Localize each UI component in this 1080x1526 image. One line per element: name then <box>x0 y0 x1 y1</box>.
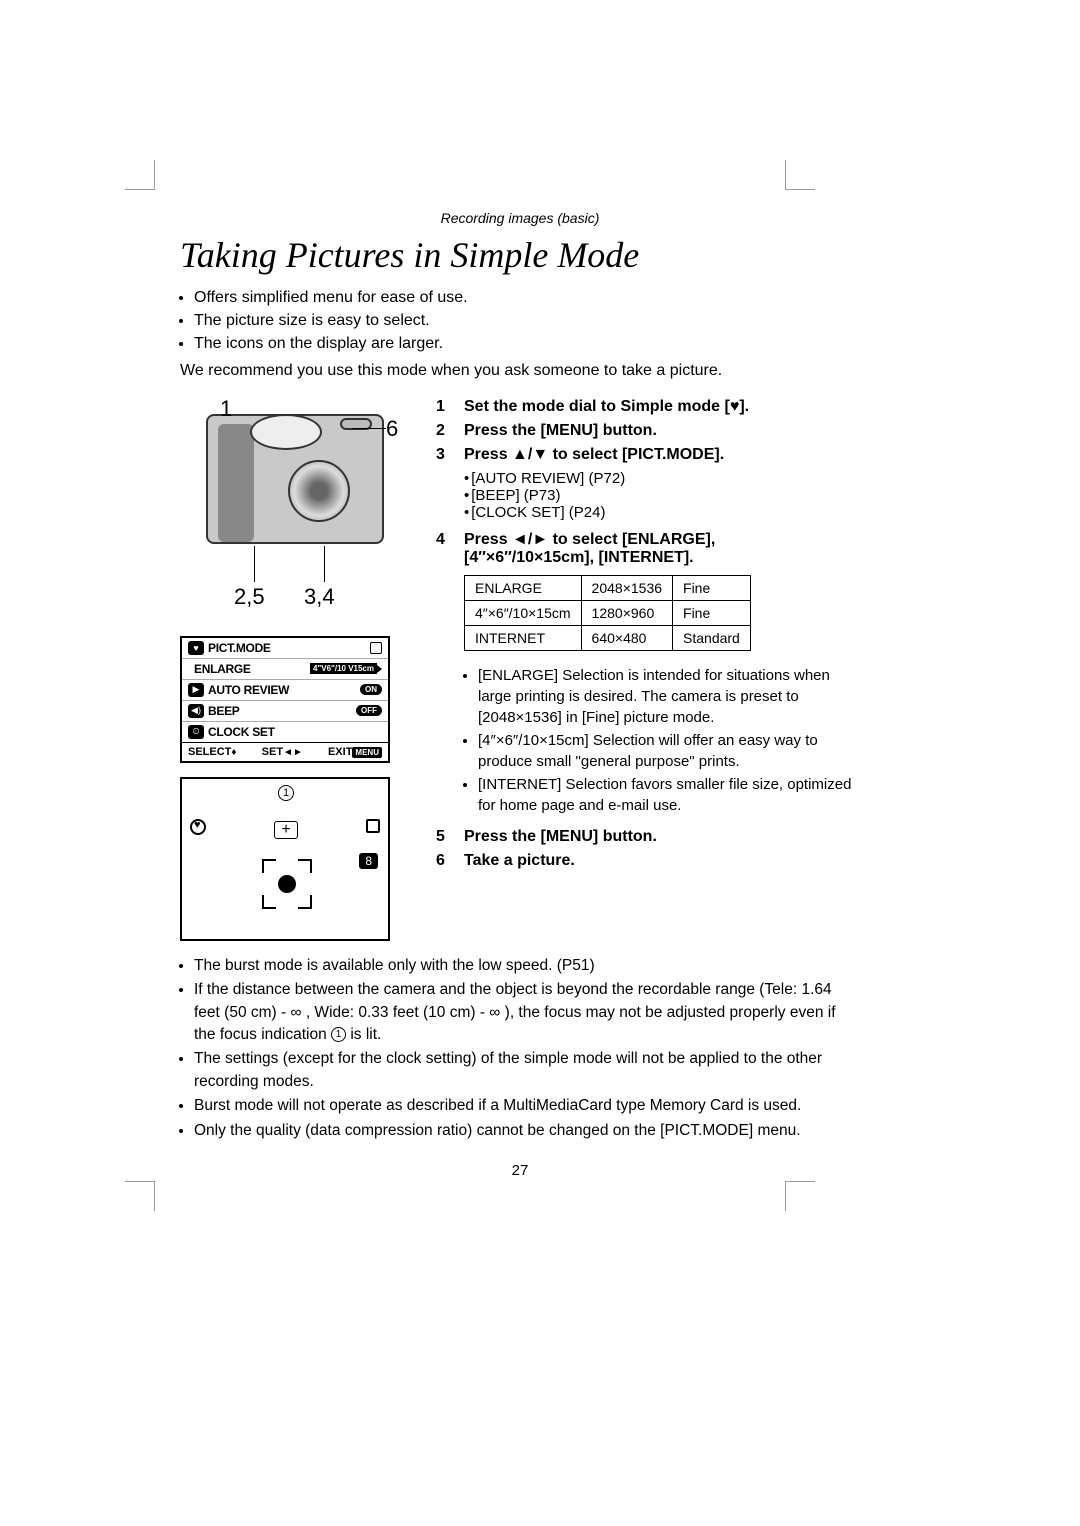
step-number: 1 <box>436 398 464 416</box>
table-cell: INTERNET <box>465 625 582 650</box>
menu-label: BEEP <box>208 704 356 718</box>
explain-item: [4″×6″/10×15cm] Selection will offer an … <box>478 730 860 772</box>
callout-line <box>352 428 386 429</box>
step-number: 4 <box>436 531 464 567</box>
menu-value: 4"V6"/10 V15cm <box>310 663 377 674</box>
camera-mode-dial <box>250 414 322 450</box>
intro-list: Offers simplified menu for ease of use. … <box>180 286 860 356</box>
circled-1-icon: 1 <box>331 1027 346 1042</box>
card-icon <box>370 642 382 654</box>
menu-label: ENLARGE <box>188 662 310 676</box>
footer-exit: EXITMENU <box>328 746 382 758</box>
card-icon <box>366 819 380 833</box>
table-cell: 1280×960 <box>581 600 672 625</box>
sub-item: [AUTO REVIEW] (P72) <box>464 470 860 487</box>
explain-item: [ENLARGE] Selection is intended for situ… <box>478 665 860 728</box>
callout-25: 2,5 <box>234 584 265 610</box>
menu-label: PICT.MODE <box>208 641 370 655</box>
on-pill: ON <box>360 684 382 695</box>
camera-illustration: 1 6 2,5 3,4 <box>180 398 410 618</box>
page-title: Taking Pictures in Simple Mode <box>180 234 860 276</box>
note-item: Burst mode will not operate as described… <box>194 1095 860 1117</box>
explain-list: [ENLARGE] Selection is intended for situ… <box>464 665 860 816</box>
callout-34: 3,4 <box>304 584 335 610</box>
explain-item: [INTERNET] Selection favors smaller file… <box>478 774 860 816</box>
table-cell: Fine <box>673 575 751 600</box>
step-6-text: Take a picture. <box>464 852 860 870</box>
table-cell: 2048×1536 <box>581 575 672 600</box>
sub-item: [BEEP] (P73) <box>464 487 860 504</box>
off-pill: OFF <box>356 705 382 716</box>
sub-item: [CLOCK SET] (P24) <box>464 504 860 521</box>
page-number: 27 <box>180 1162 860 1179</box>
step-4-text: Press ◄/► to select [ENLARGE], [4″×6″/10… <box>464 531 860 567</box>
menu-row-beep: ◀) BEEP OFF <box>182 701 388 722</box>
camera-lens <box>288 460 350 522</box>
step-number: 6 <box>436 852 464 870</box>
menu-row-clockset: ⏲ CLOCK SET <box>182 722 388 743</box>
step-number: 3 <box>436 446 464 464</box>
note-item: The burst mode is available only with th… <box>194 955 860 977</box>
step-1-text: Set the mode dial to Simple mode [♥]. <box>464 398 860 416</box>
step-3-subitems: [AUTO REVIEW] (P72) [BEEP] (P73) [CLOCK … <box>464 470 860 521</box>
page-content: Recording images (basic) Taking Pictures… <box>0 0 1080 1179</box>
left-column: 1 6 2,5 3,4 ♥ PICT.MODE ENLARGE 4"V6"/10… <box>180 398 410 941</box>
table-cell: Standard <box>673 625 751 650</box>
note-item: Only the quality (data compression ratio… <box>194 1120 860 1142</box>
crop-mark-tl <box>125 160 155 190</box>
steps-list: 1 Set the mode dial to Simple mode [♥]. … <box>436 398 860 567</box>
section-header: Recording images (basic) <box>180 210 860 226</box>
menu-row-enlarge: ENLARGE 4"V6"/10 V15cm <box>182 659 388 680</box>
footer-select: SELECT♦ <box>188 746 237 758</box>
table-cell: Fine <box>673 600 751 625</box>
review-icon: ▶ <box>188 683 204 697</box>
step-3-text: Press ▲/▼ to select [PICT.MODE]. <box>464 446 860 464</box>
note-item: If the distance between the camera and t… <box>194 979 860 1046</box>
table-row: ENLARGE 2048×1536 Fine <box>465 575 751 600</box>
target-icon: + <box>274 821 298 839</box>
screen-panel: 1 + 8 <box>180 777 390 941</box>
footer-set: SET◄► <box>262 746 303 758</box>
menu-row-pictmode: ♥ PICT.MODE <box>182 638 388 659</box>
intro-bullet: Offers simplified menu for ease of use. <box>194 286 860 309</box>
table-row: INTERNET 640×480 Standard <box>465 625 751 650</box>
speaker-icon: ◀) <box>188 704 204 718</box>
table-row: 4″×6″/10×15cm 1280×960 Fine <box>465 600 751 625</box>
intro-note: We recommend you use this mode when you … <box>180 362 860 380</box>
menu-label: AUTO REVIEW <box>208 683 360 697</box>
menu-label: CLOCK SET <box>208 725 382 739</box>
step-number: 2 <box>436 422 464 440</box>
callout-line <box>324 546 325 582</box>
camera-grip <box>218 424 254 542</box>
intro-bullet: The icons on the display are larger. <box>194 332 860 355</box>
intro-bullet: The picture size is easy to select. <box>194 309 860 332</box>
step-2-text: Press the [MENU] button. <box>464 422 860 440</box>
crop-mark-tr <box>785 160 815 190</box>
table-cell: 640×480 <box>581 625 672 650</box>
menu-footer: SELECT♦ SET◄► EXITMENU <box>182 743 388 761</box>
callout-1: 1 <box>220 396 232 422</box>
heart-icon: ♥ <box>188 641 204 655</box>
focus-dot-icon <box>278 875 296 893</box>
heart-icon <box>190 819 206 835</box>
right-column: 1 Set the mode dial to Simple mode [♥]. … <box>436 398 860 941</box>
focus-callout-1: 1 <box>278 785 294 801</box>
crop-mark-bl <box>125 1181 155 1211</box>
size-table: ENLARGE 2048×1536 Fine 4″×6″/10×15cm 128… <box>464 575 751 651</box>
menu-panel: ♥ PICT.MODE ENLARGE 4"V6"/10 V15cm ▶ AUT… <box>180 636 390 763</box>
crop-mark-br <box>785 1181 815 1211</box>
table-cell: ENLARGE <box>465 575 582 600</box>
callout-line <box>254 546 255 582</box>
clock-icon: ⏲ <box>188 725 204 739</box>
step-number: 5 <box>436 828 464 846</box>
table-cell: 4″×6″/10×15cm <box>465 600 582 625</box>
notes-list: The burst mode is available only with th… <box>180 955 860 1143</box>
callout-6: 6 <box>386 416 398 442</box>
step-5-text: Press the [MENU] button. <box>464 828 860 846</box>
arrow-right-icon <box>377 665 382 673</box>
remaining-count-badge: 8 <box>359 853 378 869</box>
menu-row-autoreview: ▶ AUTO REVIEW ON <box>182 680 388 701</box>
note-item: The settings (except for the clock setti… <box>194 1048 860 1093</box>
camera-body <box>206 414 384 544</box>
